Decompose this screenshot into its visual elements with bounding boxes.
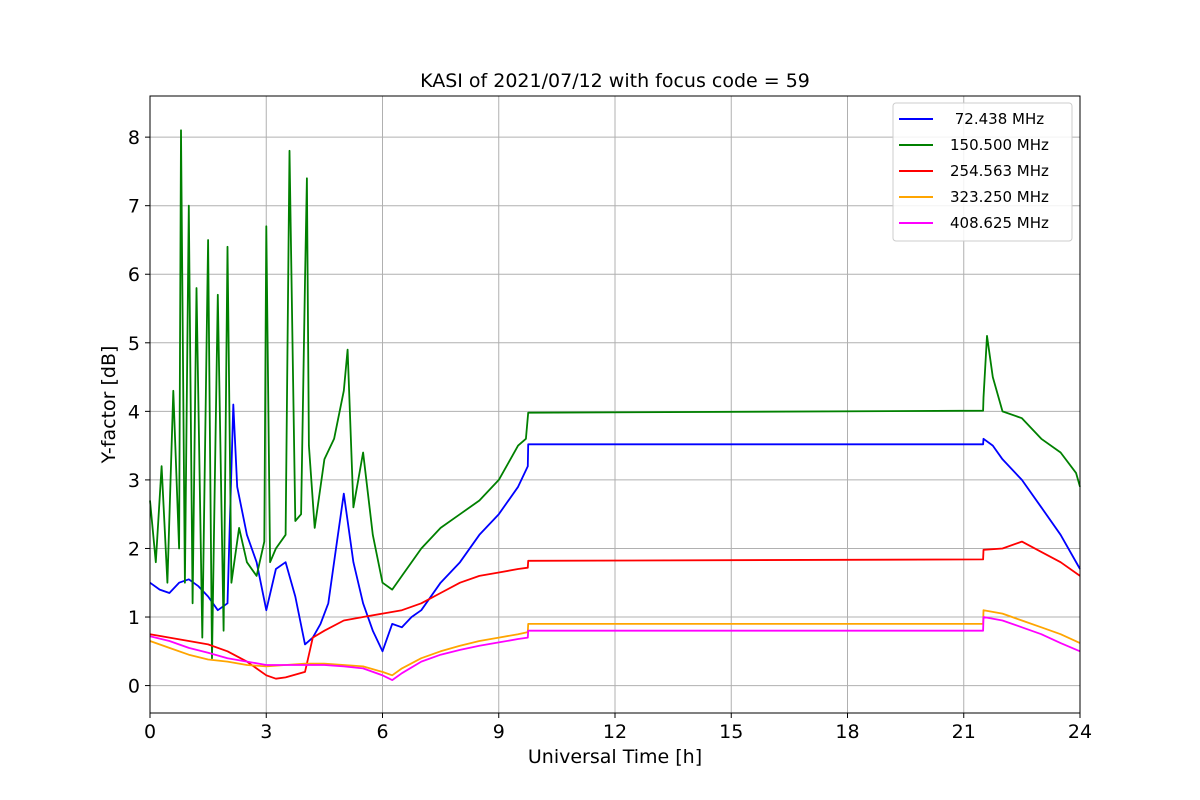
legend-label: 150.500 MHz: [950, 136, 1049, 154]
x-tick-label: 9: [493, 721, 505, 743]
y-tick-label: 3: [128, 470, 140, 492]
y-axis-label: Y-factor [dB]: [98, 346, 120, 465]
series-line-3: [149, 609, 1081, 677]
y-tick-label: 0: [128, 676, 140, 698]
legend: 72.438 MHz 150.500 MHz 254.563 MHz 323.250 …: [892, 102, 1073, 242]
y-ticks: 0 1 2 3 4 5 6 7 8: [128, 127, 150, 698]
chart-title: KASI of 2021/07/12 with focus code = 59: [420, 70, 810, 92]
y-tick-label: 5: [128, 333, 140, 355]
legend-label: 323.250 MHz: [950, 188, 1049, 206]
x-tick-label: 0: [144, 721, 156, 743]
x-tick-label: 21: [952, 721, 976, 743]
x-tick-label: 3: [260, 721, 272, 743]
legend-label: 408.625 MHz: [950, 214, 1049, 232]
y-tick-label: 6: [128, 264, 140, 286]
y-tick-label: 1: [128, 607, 140, 629]
x-tick-label: 24: [1068, 721, 1092, 743]
x-ticks: 0 3 6 9 12 15 18 21 24: [144, 713, 1092, 743]
legend-box: [892, 102, 1073, 242]
x-tick-label: 12: [603, 721, 627, 743]
series-line-1: [149, 129, 1081, 660]
x-tick-label: 15: [719, 721, 743, 743]
y-tick-label: 2: [128, 538, 140, 560]
series-layer: [149, 129, 1081, 681]
y-tick-label: 4: [128, 401, 140, 423]
x-tick-label: 6: [376, 721, 388, 743]
series-line-4: [149, 616, 1081, 681]
x-axis-label: Universal Time [h]: [528, 746, 702, 768]
legend-label: 254.563 MHz: [950, 162, 1049, 180]
y-tick-label: 7: [128, 196, 140, 218]
legend-label: 72.438 MHz: [950, 110, 1044, 128]
y-tick-label: 8: [128, 127, 140, 149]
x-tick-label: 18: [835, 721, 859, 743]
